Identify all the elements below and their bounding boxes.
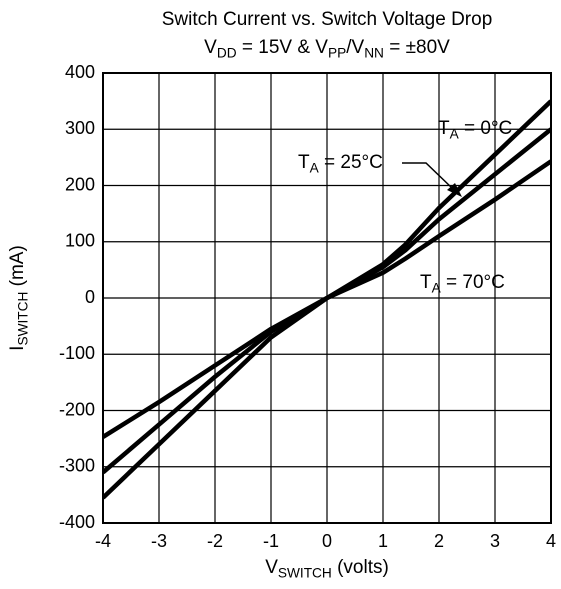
text-part: = 0°C bbox=[459, 118, 513, 139]
x-tick-label: -4 bbox=[95, 531, 111, 551]
y-tick-label: 200 bbox=[65, 174, 95, 194]
y-tick-label: -100 bbox=[59, 343, 95, 363]
x-tick-label: -2 bbox=[207, 531, 223, 551]
series-label: TA = 25°C bbox=[298, 152, 383, 175]
y-axis-label: ISWITCH (mA) bbox=[7, 245, 30, 351]
text-part: = 25°C bbox=[319, 152, 383, 173]
series-line bbox=[103, 159, 551, 439]
subscript: DD bbox=[217, 45, 237, 60]
subscript: SWITCH bbox=[278, 565, 332, 580]
y-tick-label: -400 bbox=[59, 512, 95, 532]
x-tick-label: 1 bbox=[378, 531, 388, 551]
x-axis-label: VSWITCH (volts) bbox=[265, 557, 389, 580]
chart-title: Switch Current vs. Switch Voltage Drop bbox=[162, 9, 493, 30]
y-tick-label: 300 bbox=[65, 118, 95, 138]
arrow-head bbox=[447, 183, 462, 197]
x-tick-label: -3 bbox=[151, 531, 167, 551]
text-part: V bbox=[265, 557, 278, 578]
subscript: PP bbox=[328, 45, 346, 60]
text-part: (volts) bbox=[332, 557, 389, 578]
leader-line bbox=[402, 162, 453, 189]
x-tick-label: 0 bbox=[322, 531, 332, 551]
y-tick-label: -300 bbox=[59, 456, 95, 476]
text-part: T bbox=[420, 272, 432, 293]
x-tick-label: 4 bbox=[546, 531, 556, 551]
text-part: = 15V & V bbox=[237, 37, 329, 58]
plot-frame bbox=[102, 72, 552, 524]
subscript: A bbox=[450, 126, 460, 141]
y-tick-label: 100 bbox=[65, 231, 95, 251]
x-tick-label: 2 bbox=[434, 531, 444, 551]
subscript: A bbox=[432, 280, 442, 295]
x-tick-label: -1 bbox=[263, 531, 279, 551]
series-line bbox=[103, 127, 551, 475]
series-label: TA = 0°C bbox=[438, 118, 512, 141]
subscript: SWITCH bbox=[15, 292, 30, 346]
text-part: = ±80V bbox=[384, 37, 450, 58]
series-label: TA = 70°C bbox=[420, 272, 505, 295]
y-tick-label: -200 bbox=[59, 399, 95, 419]
text-part: = 70°C bbox=[441, 272, 505, 293]
chart-subtitle: VDD = 15V & VPP/VNN = ±80V bbox=[204, 37, 450, 60]
y-tick-label: 400 bbox=[65, 62, 95, 82]
subscript: A bbox=[310, 160, 320, 175]
text-part: T bbox=[298, 152, 310, 173]
text-part: (mA) bbox=[7, 245, 28, 291]
text-part: I bbox=[7, 346, 28, 351]
x-tick-label: 3 bbox=[490, 531, 500, 551]
text-part: V bbox=[204, 37, 217, 58]
text-part: T bbox=[438, 118, 450, 139]
y-tick-label: 0 bbox=[85, 287, 95, 307]
text-part: /V bbox=[346, 37, 364, 58]
subscript: NN bbox=[364, 45, 384, 60]
